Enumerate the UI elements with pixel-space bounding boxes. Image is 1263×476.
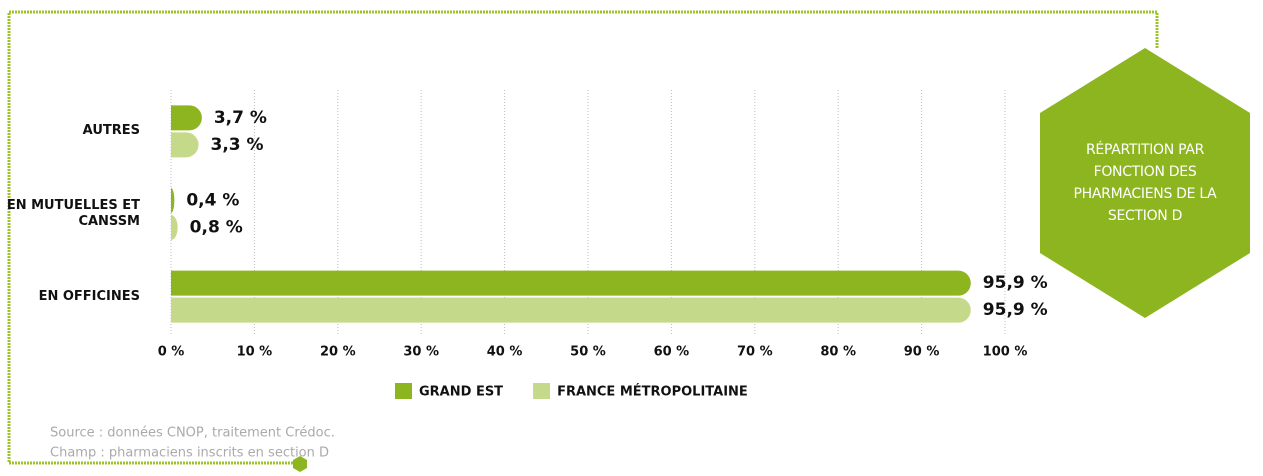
bar [171, 215, 178, 240]
bar [171, 297, 971, 323]
legend-swatch [533, 383, 551, 399]
x-tick-label: 90 % [904, 345, 940, 360]
legend-label: GRAND EST [419, 385, 503, 400]
x-tick-label: 20 % [320, 345, 356, 360]
frame [7, 10, 1159, 465]
x-tick-label: 60 % [654, 345, 690, 360]
chart-title: RÉPARTITION PAR FONCTION DES PHARMACIENS… [1073, 142, 1217, 224]
x-tick-label: 50 % [570, 345, 606, 360]
x-tick-label: 80 % [820, 345, 856, 360]
x-tick-label: 100 % [983, 345, 1028, 360]
category-label: AUTRES [82, 123, 140, 139]
value-label: 0,8 % [190, 218, 243, 238]
category-label: EN OFFICINES [38, 288, 140, 304]
bar [171, 188, 175, 213]
bar [171, 105, 202, 131]
value-label: 0,4 % [186, 191, 239, 211]
x-tick-label: 10 % [237, 345, 273, 360]
x-tick-label: 30 % [403, 345, 439, 360]
value-label: 95,9 % [983, 300, 1048, 320]
legend-swatch [395, 383, 412, 399]
value-label: 95,9 % [983, 273, 1048, 293]
x-tick-label: 0 % [158, 345, 185, 360]
bar [171, 132, 199, 158]
x-tick-label: 70 % [737, 345, 773, 360]
value-label: 3,3 % [211, 135, 264, 155]
legend-label: FRANCE MÉTROPOLITAINE [557, 384, 748, 400]
value-label: 3,7 % [214, 108, 267, 128]
x-tick-label: 40 % [487, 345, 523, 360]
bar [171, 270, 971, 296]
source-note: Source : données CNOP, traitement Crédoc… [50, 426, 335, 441]
category-label: EN MUTUELLES ET CANSSM [6, 198, 140, 229]
title-hexagon [1040, 48, 1250, 318]
frame-marker [293, 456, 307, 472]
scope-note: Champ : pharmaciens inscrits en section … [50, 446, 329, 461]
